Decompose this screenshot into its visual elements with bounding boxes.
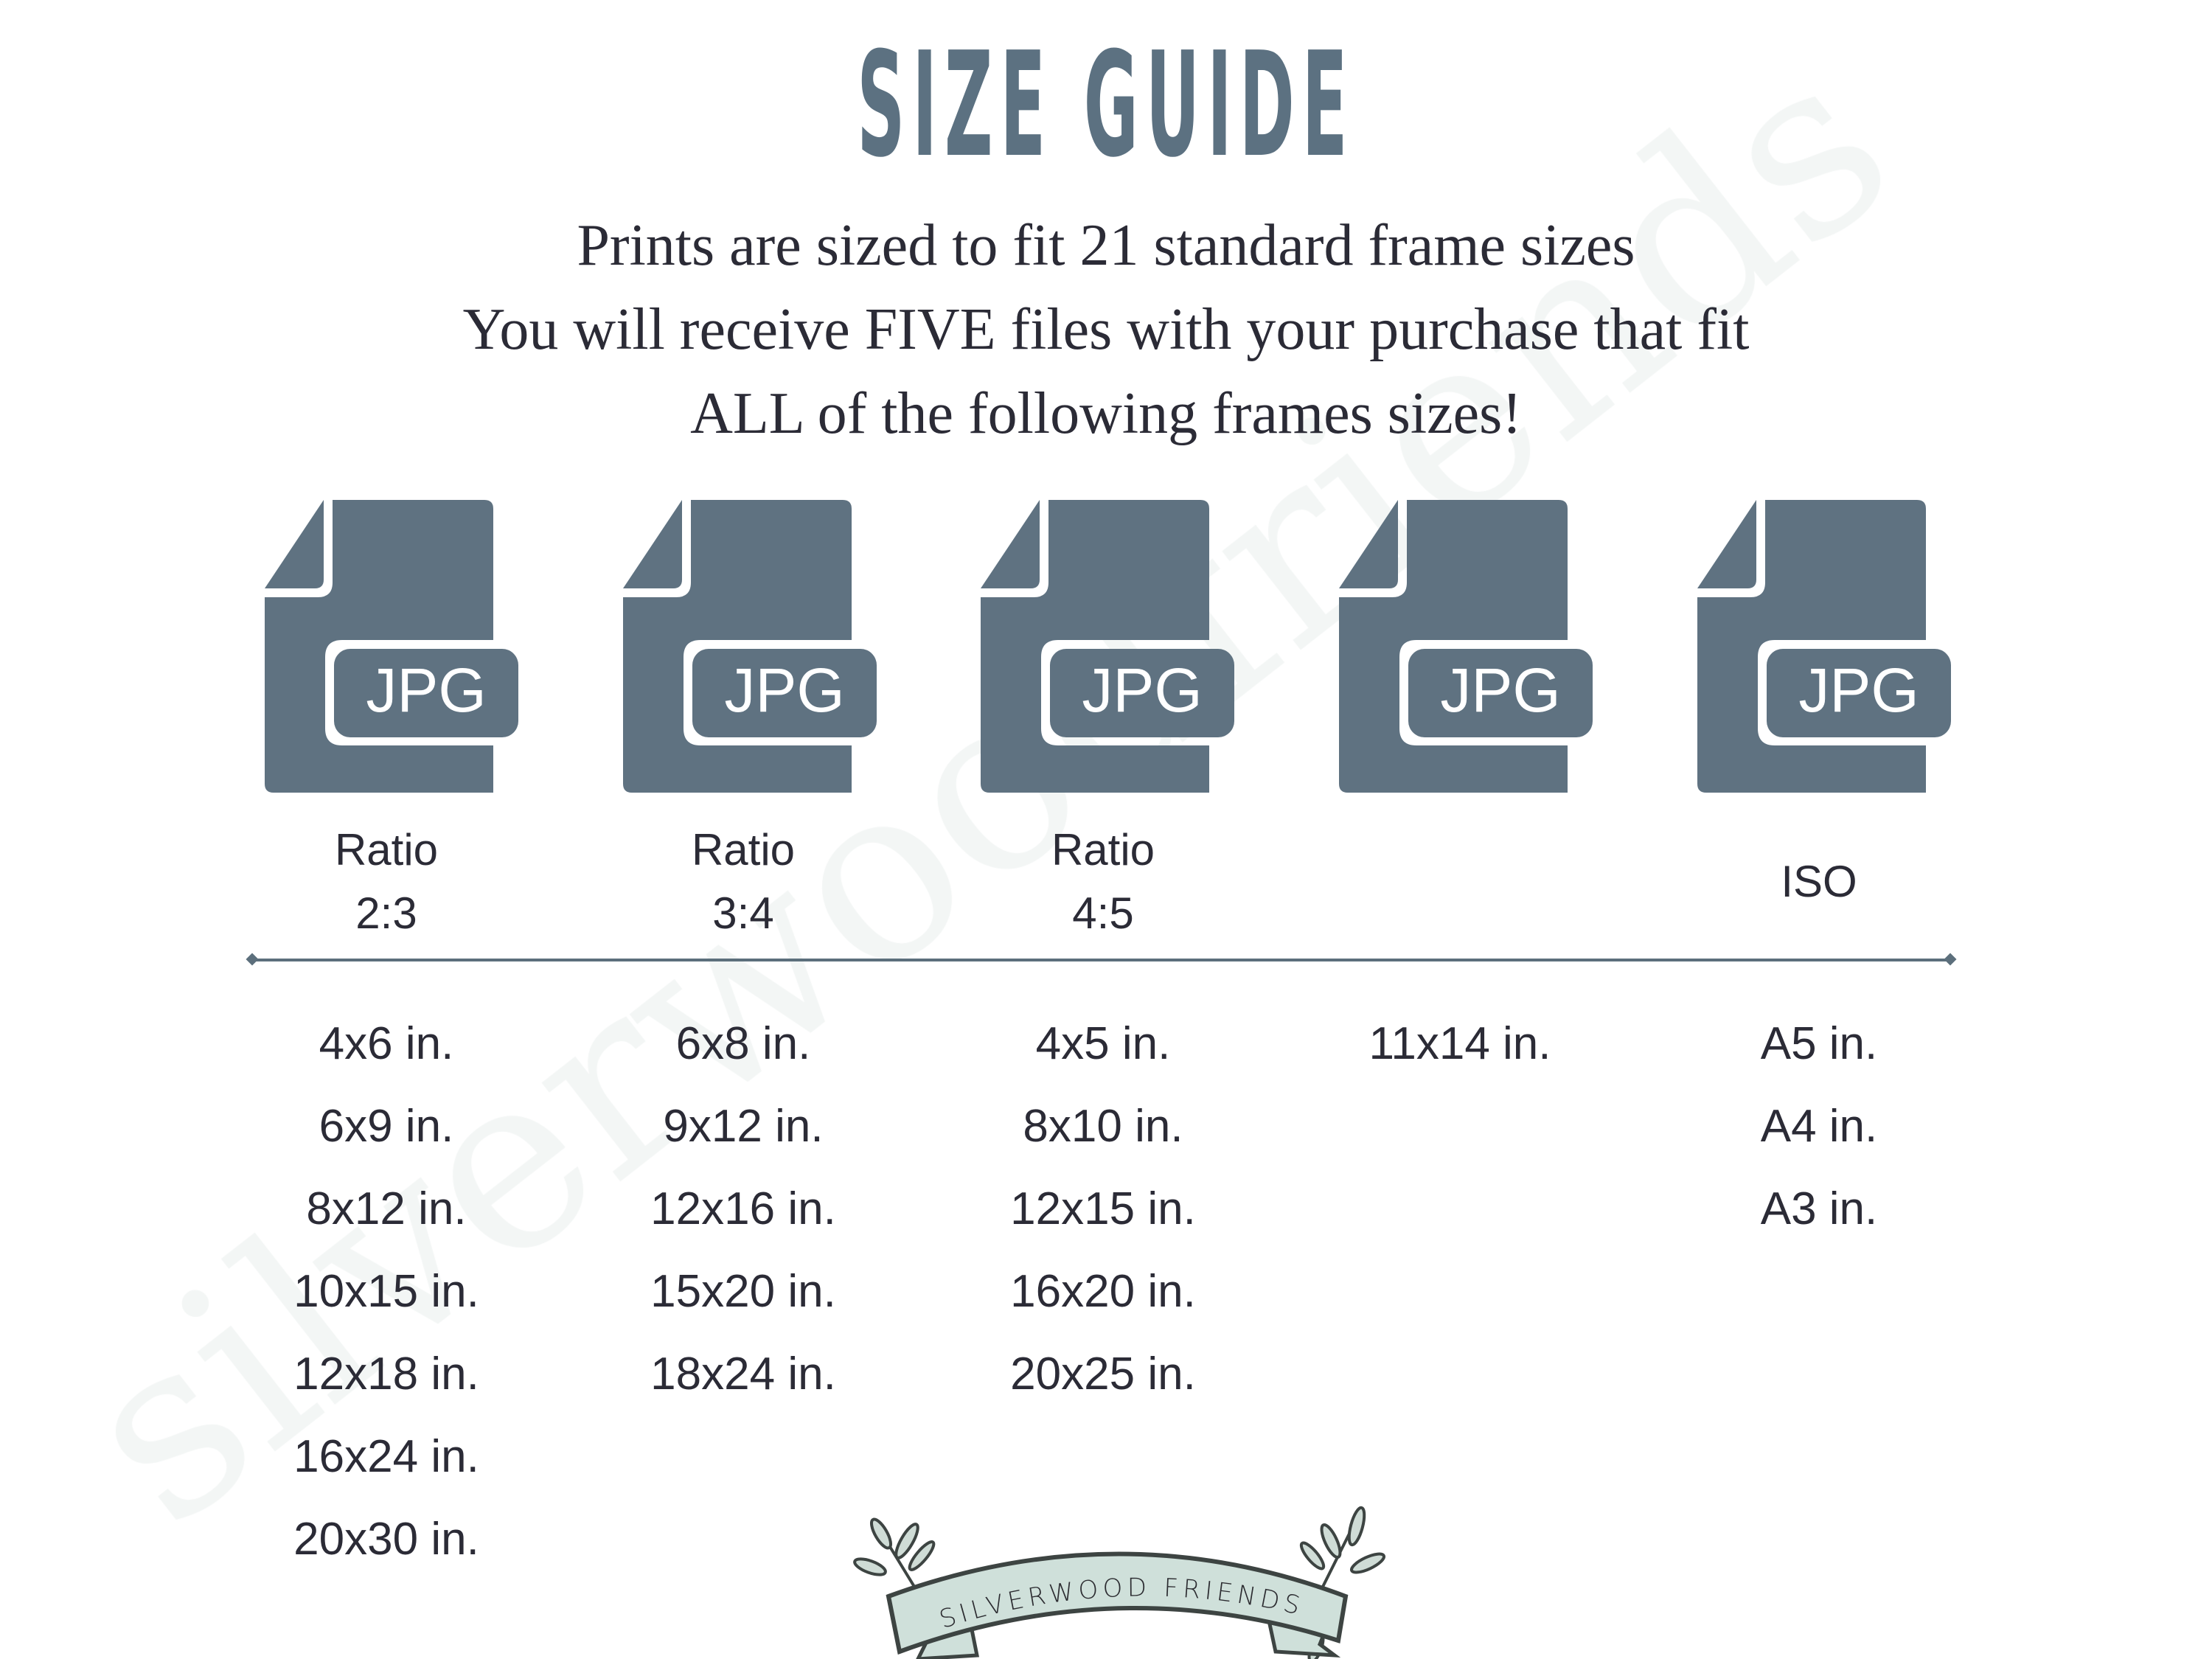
ratio-label-line: 3:4 [712, 888, 774, 938]
size-item: 8x10 in. [1023, 1101, 1183, 1152]
size-item: 6x9 in. [319, 1101, 454, 1152]
ratio-label-line: Ratio [691, 825, 796, 874]
size-item: 12x18 in. [293, 1349, 479, 1399]
size-item: A5 in. [1760, 1018, 1878, 1069]
file-column: JPG [1697, 500, 1959, 795]
jpg-file-icon: JPG [981, 500, 1234, 793]
ratio-label: Ratio 3:4 [581, 818, 905, 945]
size-list: 6x8 in. 9x12 in. 12x16 in. 15x20 in. 18x24 i… [581, 1003, 905, 1416]
jpg-badge-text: JPG [724, 655, 844, 725]
file-column: JPG [265, 500, 526, 795]
size-item: 4x5 in. [1035, 1018, 1171, 1069]
size-item: 6x8 in. [675, 1018, 811, 1069]
size-item: 15x20 in. [650, 1266, 836, 1317]
ratio-label: ISO [1657, 850, 1981, 914]
jpg-badge-text: JPG [1798, 655, 1919, 725]
subtitle-line: You will receive FIVE files with your pu… [462, 297, 1750, 362]
ratio-label-line: Ratio [1051, 825, 1155, 874]
jpg-file-icon: JPG [265, 500, 518, 793]
ratio-label-line: ISO [1781, 857, 1857, 906]
size-list: 4x5 in. 8x10 in. 12x15 in. 16x20 in. 20x25 i… [941, 1003, 1265, 1416]
jpg-badge-text: JPG [1082, 655, 1202, 725]
jpg-file-icon: JPG [1697, 500, 1951, 793]
jpg-badge-text: JPG [1440, 655, 1560, 725]
size-item: A3 in. [1760, 1183, 1878, 1234]
ratio-label: Ratio 2:3 [224, 818, 549, 945]
size-list: 4x6 in. 6x9 in. 8x12 in. 10x15 in. 12x18 in.… [224, 1003, 549, 1581]
jpg-file-icon: JPG [623, 500, 877, 793]
size-list: 11x14 in. [1298, 1003, 1622, 1085]
ratio-label: Ratio 4:5 [941, 818, 1265, 945]
size-item: 16x20 in. [1010, 1266, 1196, 1317]
subtitle-line: ALL of the following frames sizes! [690, 381, 1522, 446]
size-list: A5 in. A4 in. A3 in. [1657, 1003, 1981, 1251]
size-item: 12x16 in. [650, 1183, 836, 1234]
jpg-file-icon: JPG [1339, 500, 1593, 793]
subtitle-line: Prints are sized to fit 21 standard fram… [577, 213, 1635, 278]
file-column: JPG [1339, 500, 1601, 795]
size-item: 11x14 in. [1368, 1018, 1551, 1069]
size-item: 20x25 in. [1010, 1349, 1196, 1399]
size-item: 16x24 in. [293, 1431, 479, 1482]
size-item: 10x15 in. [293, 1266, 479, 1317]
subtitle: Prints are sized to fit 21 standard fram… [0, 204, 2212, 456]
ratio-label-line: 4:5 [1072, 888, 1134, 938]
banner [886, 1551, 1349, 1655]
size-item: 20x30 in. [293, 1514, 479, 1565]
silverwood-friends-logo: SILVERWOOD FRIENDS [853, 1506, 1386, 1659]
size-item: 18x24 in. [650, 1349, 836, 1399]
ratio-label-line: 2:3 [355, 888, 417, 938]
file-column: JPG [981, 500, 1242, 795]
divider [251, 959, 1952, 961]
size-item: 12x15 in. [1010, 1183, 1196, 1234]
page-title-text: SIZE GUIDE [857, 21, 1355, 189]
file-column: JPG [623, 500, 885, 795]
size-item: A4 in. [1760, 1101, 1878, 1152]
size-item: 8x12 in. [306, 1183, 467, 1234]
jpg-badge-text: JPG [366, 655, 486, 725]
size-item: 9x12 in. [663, 1101, 824, 1152]
ratio-label-line: Ratio [334, 825, 439, 874]
size-item: 4x6 in. [319, 1018, 454, 1069]
page-title: SIZE GUIDE [0, 21, 2212, 189]
